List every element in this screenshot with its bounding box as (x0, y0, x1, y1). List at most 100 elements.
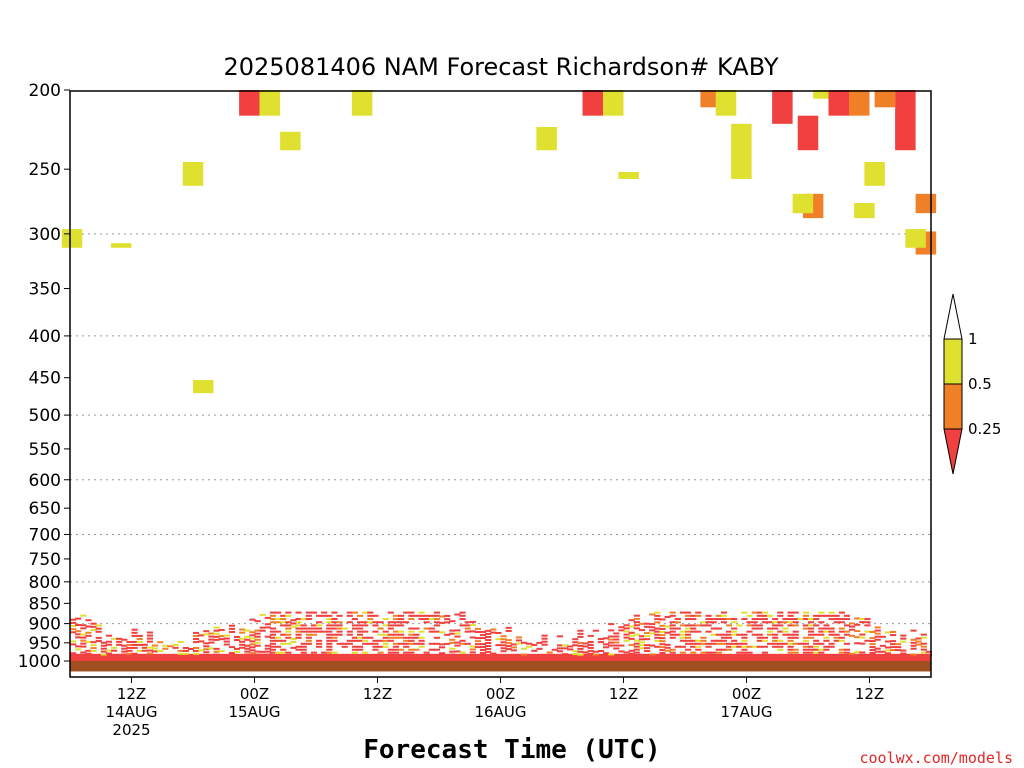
bl-cell-199 (269, 614, 277, 617)
bl-cell-468 (439, 646, 446, 649)
bl-cell-517 (480, 637, 487, 640)
bl-cell-761 (705, 621, 712, 624)
bl-cell-595 (587, 640, 594, 643)
bl-cell-694 (659, 649, 666, 652)
bl-cell-103 (177, 652, 184, 655)
bl-cell-41 (95, 636, 102, 639)
bl-cell-248 (295, 627, 302, 630)
bl-cell-1057 (925, 653, 933, 656)
bl-cell-1009 (869, 646, 876, 649)
bl-cell-105 (182, 649, 189, 652)
bl-cell-586 (577, 641, 584, 644)
bl-cell-572 (556, 650, 564, 653)
bl-cell-379 (382, 636, 389, 639)
bl-cell-727 (685, 618, 692, 621)
bl-cell-329 (351, 618, 359, 621)
bl-cell-538 (500, 641, 507, 644)
bl-cell-295 (326, 633, 333, 636)
bl-cell-550 (510, 649, 517, 652)
bl-cell-638 (628, 637, 635, 640)
bl-cell-138 (218, 635, 225, 638)
bl-cell-865 (772, 645, 779, 648)
bl-cell-979 (843, 633, 851, 636)
bl-cell-433 (413, 636, 420, 639)
bl-cell-744 (690, 651, 697, 654)
bl-cell-347 (362, 611, 369, 614)
bl-cell-316 (336, 633, 343, 636)
bl-cell-383 (387, 611, 394, 614)
cell-8 (715, 90, 737, 116)
bl-cell-257 (300, 630, 307, 633)
bl-cell-175 (249, 652, 256, 655)
bl-cell-596 (587, 643, 594, 646)
bl-cell-593 (582, 651, 589, 654)
bl-cell-686 (659, 624, 666, 627)
bl-cell-317 (336, 642, 343, 645)
bl-cell-789 (720, 642, 728, 645)
bl-cell-118 (203, 630, 210, 633)
bl-cell-239 (290, 622, 297, 625)
bl-cell-991 (854, 636, 861, 639)
bl-cell-782 (720, 611, 728, 614)
bl-cell-50 (105, 643, 113, 646)
bl-cell-974 (838, 651, 845, 654)
bl-cell-112 (193, 646, 200, 649)
bl-cell-736 (690, 614, 697, 617)
bl-cell-606 (603, 637, 610, 640)
bl-cell-365 (372, 639, 379, 642)
bl-cell-251 (295, 636, 302, 639)
bl-cell-785 (720, 621, 728, 624)
bl-cell-523 (485, 632, 492, 635)
bl-cell-287 (321, 630, 328, 633)
bl-cell-328 (351, 611, 359, 614)
bl-cell-61 (121, 647, 128, 650)
bl-cell-609 (603, 652, 610, 655)
bl-cell-796 (726, 642, 733, 645)
bl-cell-164 (244, 647, 251, 650)
bl-cell-291 (326, 621, 333, 624)
bl-cell-58 (116, 643, 123, 646)
bl-cell-1002 (864, 624, 871, 627)
bl-cell-840 (756, 636, 763, 639)
bl-cell-382 (382, 645, 389, 648)
bl-cell-1021 (879, 650, 886, 653)
bl-cell-232 (285, 627, 292, 630)
bl-cell-162 (244, 638, 251, 641)
bl-cell-614 (608, 641, 615, 644)
bl-cell-34 (90, 641, 97, 644)
bl-cell-241 (290, 637, 297, 640)
bl-cell-1018 (874, 650, 881, 653)
bl-cell-1012 (874, 626, 881, 629)
chart-title: 2025081406 NAM Forecast Richardson# KABY (223, 53, 778, 81)
bl-cell-930 (813, 639, 820, 642)
bl-cell-945 (823, 624, 830, 627)
bl-cell-214 (275, 630, 282, 633)
bl-cell-30 (85, 652, 92, 655)
bl-cell-307 (331, 633, 338, 636)
bl-cell-800 (731, 621, 738, 624)
bl-cell-588 (577, 647, 584, 650)
bl-cell-564 (541, 637, 548, 640)
bl-cell-333 (351, 639, 359, 642)
bl-cell-989 (854, 623, 861, 626)
bl-cell-342 (357, 633, 364, 636)
bl-cell-283 (316, 642, 323, 645)
bl-cell-871 (777, 639, 784, 642)
bl-cell-742 (690, 642, 697, 645)
bl-cell-387 (387, 633, 394, 636)
bl-cell-994 (859, 617, 866, 620)
bl-cell-147 (228, 630, 236, 633)
bl-cell-659 (638, 647, 646, 650)
bl-cell-31 (90, 622, 97, 625)
bl-cell-212 (275, 618, 282, 621)
bl-cell-222 (280, 624, 287, 627)
bl-cell-323 (346, 621, 353, 624)
ytick-label-850: 850 (29, 594, 61, 614)
bl-cell-277 (316, 614, 323, 617)
bl-cell-815 (741, 636, 748, 639)
plot-area (61, 90, 937, 678)
bl-cell-343 (357, 636, 364, 639)
bl-cell-226 (280, 648, 287, 651)
bl-cell-205 (269, 636, 277, 639)
bl-cell-873 (777, 645, 784, 648)
